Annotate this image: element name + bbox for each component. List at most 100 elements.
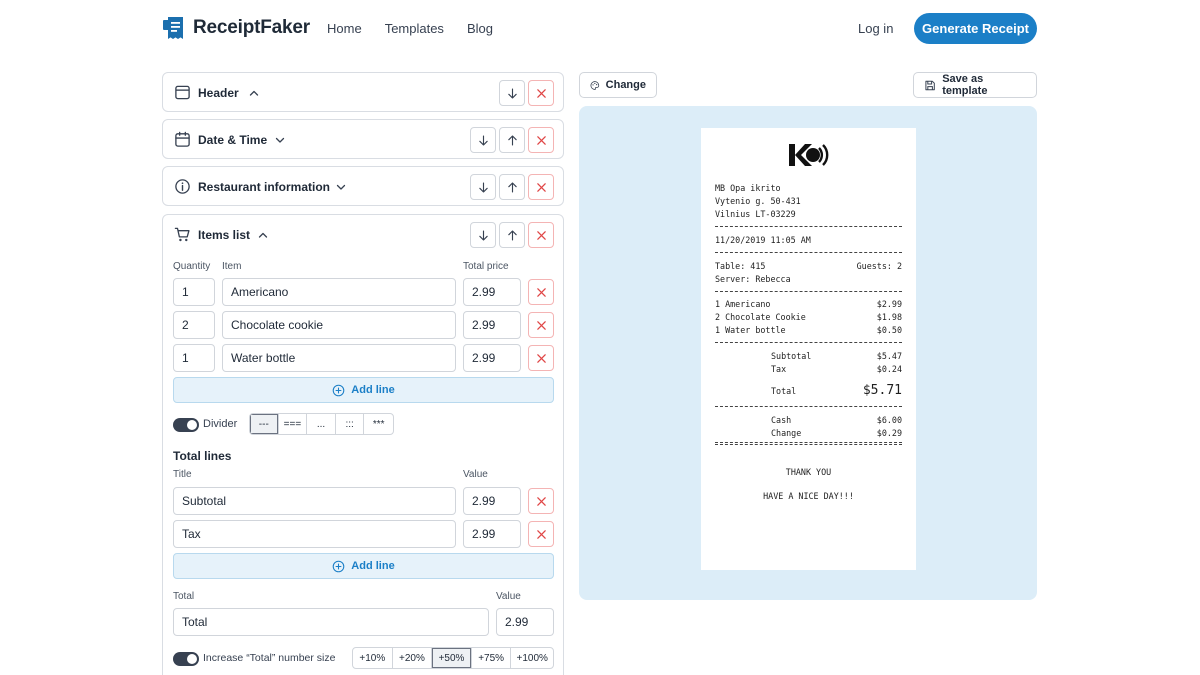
remove-item-button[interactable]	[528, 279, 554, 305]
chevron-up-icon[interactable]	[248, 87, 260, 99]
close-icon	[535, 495, 548, 508]
receipt-divider	[715, 226, 902, 227]
column-label-value: Value	[463, 469, 488, 480]
section-title: Items list	[198, 228, 251, 242]
section-date-time: Date & Time	[162, 119, 564, 159]
move-up-button[interactable]	[499, 127, 525, 153]
receipt-item-row: 1 Americano $2.99	[715, 299, 902, 309]
move-up-button[interactable]	[499, 222, 525, 248]
remove-item-button[interactable]	[528, 345, 554, 371]
receipt-thank-you: THANK YOU	[785, 467, 832, 477]
divider-option[interactable]: ---	[250, 414, 279, 434]
arrow-down-icon	[506, 87, 519, 100]
change-theme-button[interactable]: Change	[579, 72, 657, 98]
save-as-template-button[interactable]: Save as template	[913, 72, 1037, 98]
brand[interactable]: ReceiptFaker	[163, 16, 310, 40]
arrow-up-icon	[506, 229, 519, 242]
size-option[interactable]: +10%	[353, 648, 393, 668]
divider-option[interactable]: ***	[372, 418, 385, 430]
receipt-subtotal-label: Subtotal	[771, 351, 812, 361]
move-down-button[interactable]	[470, 174, 496, 200]
move-down-button[interactable]	[499, 80, 525, 106]
remove-section-button[interactable]	[528, 174, 554, 200]
nav-link-home[interactable]: Home	[327, 21, 362, 36]
move-down-button[interactable]	[470, 127, 496, 153]
divider-option[interactable]: :::	[336, 414, 365, 434]
nav-link-blog[interactable]: Blog	[466, 21, 493, 36]
move-down-button[interactable]	[470, 222, 496, 248]
item-name-input[interactable]: Americano	[222, 278, 456, 306]
chevron-down-icon[interactable]	[274, 134, 286, 146]
receipt-total-value: $5.71	[862, 383, 902, 398]
total-line-value-input[interactable]: 2.99	[463, 520, 521, 548]
receipt-item-price: $2.99	[876, 299, 902, 309]
receipt-cash-row: Cash $6.00	[771, 415, 902, 425]
size-option[interactable]: +75%	[472, 648, 512, 668]
size-option[interactable]: +20%	[393, 648, 433, 668]
item-price-input[interactable]: 2.99	[463, 344, 521, 372]
generate-receipt-button[interactable]: Generate Receipt	[914, 13, 1037, 44]
increase-total-size-toggle[interactable]	[173, 652, 199, 666]
remove-total-line-button[interactable]	[528, 488, 554, 514]
section-title: Header	[198, 86, 239, 100]
total-value-input[interactable]: 2.99	[496, 608, 554, 636]
quantity-input[interactable]: 2	[173, 311, 215, 339]
remove-section-button[interactable]	[528, 80, 554, 106]
section-items-list-bar[interactable]: Items list	[163, 215, 563, 255]
window-icon	[175, 85, 190, 100]
remove-section-button[interactable]	[528, 222, 554, 248]
receipt-address-line: Vilnius LT-03229	[715, 209, 796, 219]
arrow-down-icon	[477, 134, 490, 147]
size-option[interactable]: +100%	[516, 652, 548, 664]
chevron-up-icon[interactable]	[257, 229, 269, 241]
chevron-down-icon[interactable]	[335, 181, 347, 193]
receipt-preview: MB Opa ikrito Vytenio g. 50-431 Vilnius …	[701, 128, 916, 570]
section-date-time-bar[interactable]: Date & Time	[163, 120, 563, 160]
receipt-item-name: 2 Chocolate Cookie	[715, 312, 806, 322]
item-name-input[interactable]: Water bottle	[222, 344, 456, 372]
quantity-input[interactable]: 1	[173, 278, 215, 306]
section-header: Header	[162, 72, 564, 112]
arrow-down-icon	[477, 181, 490, 194]
section-title: Restaurant information	[198, 180, 331, 194]
divider-toggle[interactable]	[173, 418, 199, 432]
plus-circle-icon	[332, 384, 345, 397]
item-name-input[interactable]: Chocolate cookie	[222, 311, 456, 339]
section-header-bar[interactable]: Header	[163, 73, 563, 113]
receipt-change-label: Change	[771, 428, 802, 438]
receipt-tax-row: Tax $0.24	[771, 364, 902, 374]
size-option[interactable]: +50%	[432, 648, 472, 668]
change-label: Change	[605, 79, 646, 91]
receipt-datetime: 11/20/2019 11:05 AM	[715, 235, 811, 245]
total-line-value-input[interactable]: 2.99	[463, 487, 521, 515]
close-icon	[535, 181, 548, 194]
item-price-input[interactable]: 2.99	[463, 278, 521, 306]
divider-option[interactable]: ===	[279, 414, 308, 434]
column-label-total: Total	[173, 591, 195, 602]
remove-total-line-button[interactable]	[528, 521, 554, 547]
receipt-change-row: Change $0.29	[771, 428, 902, 438]
add-total-line-button[interactable]: Add line	[173, 553, 554, 579]
column-label-title: Title	[173, 469, 192, 480]
login-link[interactable]: Log in	[858, 21, 894, 36]
move-up-button[interactable]	[499, 174, 525, 200]
item-price-input[interactable]: 2.99	[463, 311, 521, 339]
total-size-selector: +10% +20% +50% +75% +100%	[352, 647, 554, 669]
nav-link-templates[interactable]: Templates	[384, 21, 444, 36]
close-icon	[535, 87, 548, 100]
quantity-input[interactable]: 1	[173, 344, 215, 372]
info-icon	[175, 179, 190, 194]
section-restaurant-info-bar[interactable]: Restaurant information	[163, 167, 563, 207]
save-as-template-label: Save as template	[942, 73, 988, 97]
total-line-title-input[interactable]: Subtotal	[173, 487, 456, 515]
receipt-nice-day: HAVE A NICE DAY!!!	[763, 491, 854, 501]
remove-item-button[interactable]	[528, 312, 554, 338]
restaurant-logo	[789, 144, 829, 166]
total-line-title-input[interactable]: Tax	[173, 520, 456, 548]
total-title-input[interactable]: Total	[173, 608, 489, 636]
arrow-up-icon	[506, 181, 519, 194]
remove-section-button[interactable]	[528, 127, 554, 153]
column-label-total-price: Total price	[463, 261, 509, 272]
add-item-line-button[interactable]: Add line	[173, 377, 554, 403]
divider-option[interactable]: ...	[307, 414, 336, 434]
